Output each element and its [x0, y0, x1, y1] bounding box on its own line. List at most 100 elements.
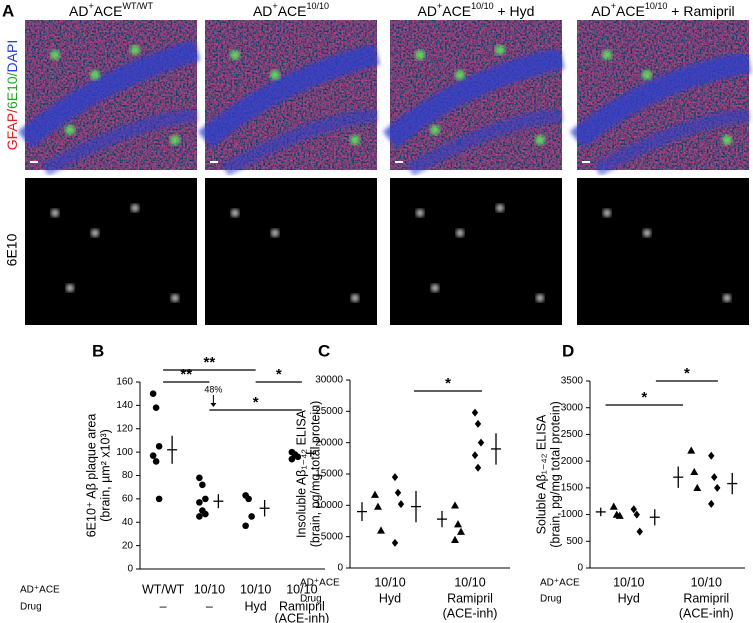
- x-tick-label: 10/10: [286, 582, 317, 596]
- y-tick-label: 0: [577, 563, 583, 574]
- dapi-band: [382, 47, 565, 149]
- drug-label: (ACE-inh): [274, 611, 329, 623]
- y-tick-label: 100: [116, 447, 133, 458]
- title-part: +: [272, 1, 277, 11]
- plaque-green: [230, 50, 240, 60]
- annotation: *: [276, 366, 282, 383]
- panel-letter: C: [318, 341, 330, 360]
- data-point: [451, 535, 459, 543]
- row-label: AD⁺ACE: [20, 585, 60, 596]
- data-point: [152, 458, 160, 465]
- row-label: AD⁺ACE: [540, 578, 580, 589]
- data-point: [630, 505, 637, 514]
- title-part: + Hyd: [494, 3, 535, 19]
- plaque-white: [66, 284, 74, 292]
- row-label: GFAP/6E10/DAPI: [4, 40, 20, 151]
- micrographs: A AD+ACEWT/WT AD+ACE10/10 AD+ACE10/10 + Hyd…: [2, 1, 751, 325]
- data-point: [294, 453, 302, 461]
- y-tick-label: 2500: [561, 429, 584, 440]
- drug-label: (ACE-inh): [443, 606, 498, 620]
- chart: D 0 500 1000 1500 2000 2500 3000 3500 Soluble Aβ₁…: [534, 341, 745, 620]
- plaque-white: [723, 294, 731, 302]
- image-bg: [205, 178, 377, 325]
- title-part: +: [437, 1, 442, 11]
- plaque-green: [50, 50, 60, 60]
- row-label-part: 6E10/: [4, 72, 20, 109]
- y-tick-label: 500: [566, 536, 583, 547]
- data-point: [391, 473, 399, 482]
- title-part: + Ramipril: [667, 3, 734, 19]
- y-tick-label: 40: [122, 517, 134, 528]
- data-point: [474, 463, 482, 472]
- panel-letter: D: [562, 341, 574, 360]
- data-point: [451, 501, 459, 509]
- title-part: +: [88, 1, 93, 11]
- plaque-green: [642, 70, 652, 80]
- plaque-white: [131, 204, 139, 212]
- data-point: [248, 513, 255, 520]
- panel-letter: A: [2, 1, 14, 20]
- plaque-white: [171, 294, 179, 302]
- data-point: [196, 499, 203, 506]
- title-part: AD: [418, 3, 437, 19]
- drug-label: Hyd: [379, 591, 401, 605]
- title-part: 10/10: [306, 1, 329, 11]
- drug-label: Ramipril: [683, 591, 729, 605]
- x-tick-label: 10/10: [194, 582, 225, 596]
- data-point: [199, 481, 206, 489]
- data-point: [371, 490, 379, 498]
- data-point: [288, 455, 296, 463]
- data-point: [690, 467, 699, 476]
- y-tick-label: 0: [337, 563, 343, 574]
- plaque-green: [602, 50, 612, 60]
- annotation: *: [253, 394, 259, 411]
- plaque-green: [130, 45, 140, 55]
- column-title: AD+ACE10/10 + Hyd: [418, 1, 535, 18]
- plaque-white: [643, 229, 651, 237]
- y-tick-label: 3000: [561, 402, 584, 413]
- y-tick-label: 2000: [561, 456, 584, 467]
- row-label: AD⁺ACE: [300, 578, 340, 589]
- annotation: *: [641, 389, 647, 406]
- dapi-band: [406, 108, 563, 177]
- plaque-white: [271, 229, 279, 237]
- plaque-white: [456, 229, 464, 237]
- y-tick-label: 20: [122, 540, 134, 551]
- y-tick-label: 160: [116, 377, 133, 388]
- plaque-green: [495, 45, 505, 55]
- data-point: [202, 510, 209, 518]
- y-tick-label: 10000: [315, 500, 343, 511]
- drug-label: Ramipril: [279, 599, 325, 613]
- image-bg: [577, 178, 749, 325]
- data-point: [454, 520, 462, 528]
- panel-letter: B: [92, 341, 104, 360]
- drug-label: (ACE-inh): [679, 606, 734, 620]
- dapi-band: [569, 51, 751, 149]
- data-point: [471, 408, 479, 417]
- column-title: AD+ACE10/10: [253, 1, 329, 18]
- column-title: AD+ACEWT/WT: [69, 1, 154, 18]
- annotation: 48%: [204, 384, 222, 394]
- title-part: 10/10: [645, 1, 668, 11]
- y-tick-label: 15000: [315, 469, 343, 480]
- y-axis-label: 6E10⁺ Aβ plaque area: [84, 414, 98, 538]
- data-point: [149, 452, 157, 459]
- x-tick-label: 10/10: [240, 582, 271, 596]
- x-tick-label: 10/10: [454, 575, 485, 589]
- data-point: [636, 527, 643, 536]
- data-point: [477, 438, 485, 447]
- y-axis-label: (brain, pg/mg total protein): [308, 401, 322, 548]
- row-label: Drug: [300, 594, 322, 605]
- title-part: AD: [69, 3, 88, 19]
- dapi-band: [197, 43, 380, 149]
- x-tick-label: 10/10: [691, 575, 722, 589]
- plaque-green: [90, 70, 100, 80]
- x-tick-label: 10/10: [374, 575, 405, 589]
- y-axis-label: (brain, µm² x10³): [98, 429, 112, 522]
- data-point: [377, 526, 385, 534]
- data-point: [471, 451, 479, 460]
- row-label: 6E10: [4, 233, 20, 266]
- plaque-white: [536, 294, 544, 302]
- row-label: Drug: [540, 594, 562, 605]
- title-part: ACE: [94, 3, 123, 19]
